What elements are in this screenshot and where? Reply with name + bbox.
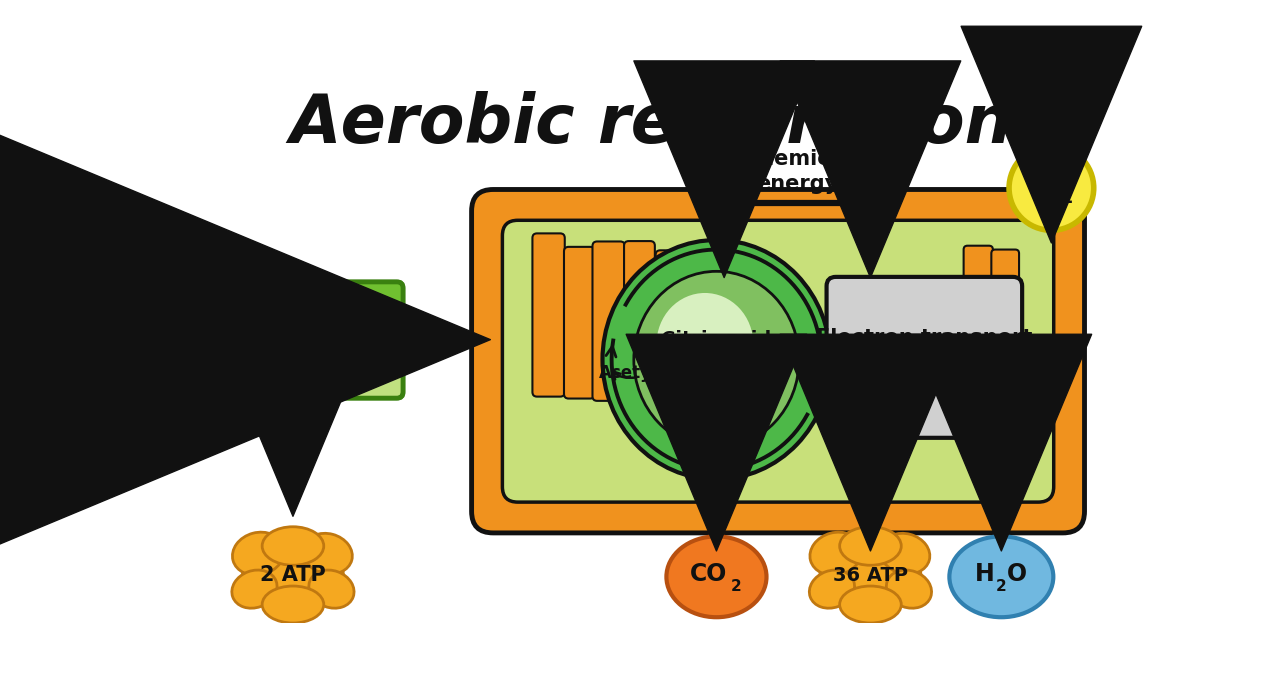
Ellipse shape xyxy=(602,240,830,480)
Ellipse shape xyxy=(231,570,277,608)
Ellipse shape xyxy=(302,533,352,574)
Ellipse shape xyxy=(820,539,920,612)
FancyBboxPatch shape xyxy=(963,246,993,330)
Text: Glycolysis: Glycolysis xyxy=(226,299,360,323)
Text: CO: CO xyxy=(690,561,727,586)
FancyBboxPatch shape xyxy=(502,220,1054,502)
Ellipse shape xyxy=(810,570,854,608)
Ellipse shape xyxy=(949,536,1054,617)
Ellipse shape xyxy=(243,539,343,612)
Text: H: H xyxy=(975,561,994,586)
FancyBboxPatch shape xyxy=(472,190,1084,533)
FancyBboxPatch shape xyxy=(991,250,1019,350)
FancyBboxPatch shape xyxy=(656,251,685,398)
FancyBboxPatch shape xyxy=(592,241,625,401)
Text: Chemical
energy: Chemical energy xyxy=(744,149,850,194)
Text: Citric acid
cycle: Citric acid cycle xyxy=(661,330,771,374)
FancyBboxPatch shape xyxy=(533,233,564,397)
Ellipse shape xyxy=(840,526,901,566)
FancyBboxPatch shape xyxy=(995,346,1023,438)
Ellipse shape xyxy=(262,526,324,566)
FancyBboxPatch shape xyxy=(183,282,403,342)
FancyBboxPatch shape xyxy=(564,247,595,398)
Text: O: O xyxy=(1007,561,1027,586)
Text: 2: 2 xyxy=(731,578,741,594)
Text: 36 ATP: 36 ATP xyxy=(833,566,907,584)
FancyBboxPatch shape xyxy=(624,241,655,397)
Text: 2 ATP: 2 ATP xyxy=(261,566,325,585)
Text: Acetyl-CoA: Acetyl-CoA xyxy=(599,364,700,382)
Ellipse shape xyxy=(262,586,324,623)
Ellipse shape xyxy=(881,533,930,574)
Text: Glucose: Glucose xyxy=(184,355,263,373)
FancyBboxPatch shape xyxy=(965,367,994,448)
Text: Pyruvic Acid: Pyruvic Acid xyxy=(285,355,409,373)
Text: O: O xyxy=(1035,172,1060,201)
Text: 2: 2 xyxy=(1060,188,1074,206)
Text: 2: 2 xyxy=(996,578,1007,594)
FancyBboxPatch shape xyxy=(183,282,403,398)
FancyBboxPatch shape xyxy=(826,277,1022,438)
Ellipse shape xyxy=(886,570,932,608)
Ellipse shape xyxy=(840,586,901,623)
Text: Electron transport
system: Electron transport system xyxy=(816,328,1032,374)
Ellipse shape xyxy=(810,532,862,575)
Ellipse shape xyxy=(634,272,799,448)
Ellipse shape xyxy=(656,293,754,396)
Ellipse shape xyxy=(666,536,766,617)
Ellipse shape xyxy=(309,570,355,608)
Ellipse shape xyxy=(233,532,285,575)
Circle shape xyxy=(1009,146,1094,230)
Text: Aerobic respiration: Aerobic respiration xyxy=(290,91,1013,157)
